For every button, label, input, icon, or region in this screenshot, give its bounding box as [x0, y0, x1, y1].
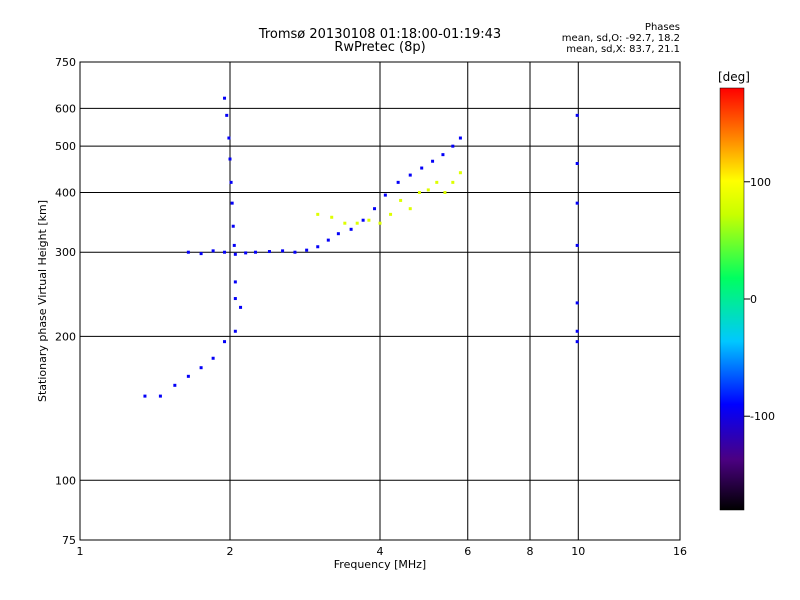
data-point: [399, 198, 403, 202]
x-tick-label: 4: [377, 545, 384, 558]
data-points: [143, 96, 579, 398]
data-point: [575, 340, 579, 344]
data-point: [253, 250, 257, 254]
data-point: [367, 218, 371, 222]
phase-heading: Phases: [644, 22, 680, 33]
colorbar-tick-label: 0: [750, 293, 757, 306]
phase-o-stats: mean, sd,O: -92.7, 18.2: [561, 33, 680, 44]
data-point: [223, 96, 227, 100]
data-point: [173, 383, 177, 387]
axis-ticks: 1 2 4 6 8 10 16 75 100 200 300 400 500 600 750: [55, 56, 687, 558]
x-tick-label: 16: [673, 545, 687, 558]
colorbar-ticks: 100 0 -100: [744, 176, 775, 423]
data-point: [408, 173, 412, 177]
data-point: [336, 232, 340, 236]
data-point: [233, 280, 237, 284]
y-tick-label: 750: [55, 56, 76, 69]
x-tick-label: 10: [571, 545, 585, 558]
colorbar: [719, 87, 745, 511]
data-point: [435, 180, 439, 184]
data-point: [378, 221, 382, 225]
data-point: [458, 171, 462, 175]
data-point: [458, 136, 462, 140]
phase-statistics: Phases mean, sd,O: -92.7, 18.2 mean, sd,…: [560, 22, 680, 55]
data-point: [575, 243, 579, 247]
chart-title: Tromsø 20130108 01:18:00-01:19:43: [258, 27, 502, 42]
data-point: [373, 207, 377, 211]
data-point: [383, 193, 387, 197]
data-point: [420, 166, 424, 170]
y-tick-label: 300: [55, 246, 76, 259]
y-tick-label: 500: [55, 140, 76, 153]
y-tick-label: 75: [62, 534, 76, 547]
y-axis-label: Stationary phase Virtual Height [km]: [36, 200, 49, 402]
data-point: [316, 212, 320, 216]
y-tick-label: 100: [55, 474, 76, 487]
data-point: [431, 159, 435, 163]
data-point: [575, 201, 579, 205]
x-tick-label: 1: [77, 545, 84, 558]
data-point: [211, 249, 215, 253]
data-point: [223, 340, 227, 344]
data-point: [233, 252, 237, 256]
data-point: [231, 224, 235, 228]
colorbar-tick-label: 100: [750, 176, 771, 189]
data-point: [316, 245, 320, 249]
data-point: [186, 250, 190, 254]
data-point: [281, 249, 285, 253]
data-point: [227, 136, 231, 140]
data-point: [228, 157, 232, 161]
data-point: [575, 301, 579, 305]
data-point: [343, 221, 347, 225]
data-point: [389, 212, 393, 216]
colorbar-tick-label: -100: [750, 410, 775, 423]
data-point: [244, 251, 248, 255]
data-point: [575, 329, 579, 333]
data-point: [330, 215, 334, 219]
data-point: [451, 144, 455, 148]
data-point: [199, 252, 203, 256]
data-point: [211, 356, 215, 360]
data-point: [575, 161, 579, 165]
data-point: [417, 190, 421, 194]
data-point: [408, 207, 412, 211]
phase-x-stats: mean, sd,X: 83.7, 21.1: [566, 44, 680, 55]
x-tick-label: 8: [527, 545, 534, 558]
y-tick-label: 200: [55, 330, 76, 343]
data-point: [232, 243, 236, 247]
y-tick-label: 400: [55, 186, 76, 199]
data-point: [230, 201, 234, 205]
data-point: [355, 221, 359, 225]
data-point: [361, 218, 365, 222]
grid-lines: [80, 62, 680, 540]
x-axis-label: Frequency [MHz]: [334, 558, 426, 571]
data-point: [233, 329, 237, 333]
data-point: [426, 188, 430, 192]
data-point: [575, 113, 579, 117]
data-point: [158, 394, 162, 398]
data-point: [267, 250, 271, 254]
data-point: [441, 153, 445, 157]
data-point: [199, 366, 203, 370]
data-point: [223, 250, 227, 254]
data-point: [349, 227, 353, 231]
y-tick-label: 600: [55, 102, 76, 115]
data-point: [326, 238, 330, 242]
x-tick-label: 6: [464, 545, 471, 558]
data-point: [396, 180, 400, 184]
data-point: [239, 305, 243, 309]
data-point: [293, 250, 297, 254]
data-point: [186, 374, 190, 378]
chart-subtitle: RwPretec (8p): [334, 40, 426, 55]
data-point: [225, 113, 229, 117]
data-point: [233, 297, 237, 301]
data-point: [443, 190, 447, 194]
data-point: [451, 180, 455, 184]
data-point: [143, 394, 147, 398]
colorbar-label: [deg]: [718, 70, 750, 84]
data-point: [305, 248, 309, 252]
x-tick-label: 2: [227, 545, 234, 558]
data-point: [229, 180, 233, 184]
